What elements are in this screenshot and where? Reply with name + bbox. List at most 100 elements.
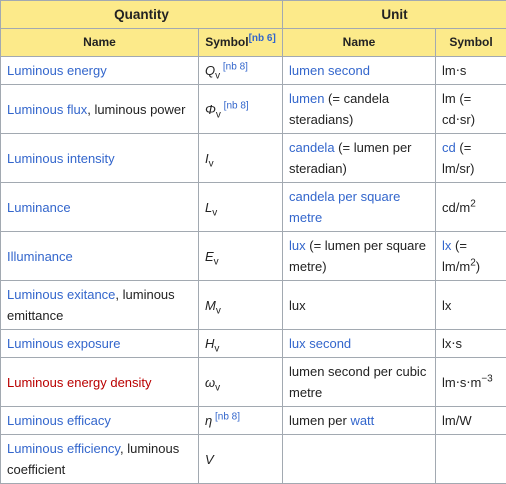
cell-text: ω bbox=[205, 375, 215, 390]
cell-text: lm (= cd⋅sr) bbox=[442, 91, 475, 127]
table-cell: Luminous energy bbox=[1, 57, 199, 85]
link-text[interactable]: Luminous energy bbox=[7, 63, 107, 78]
table-cell: Mv bbox=[199, 281, 283, 330]
table-cell: Hv bbox=[199, 330, 283, 358]
cell-text: −3 bbox=[481, 373, 492, 384]
cell-text: H bbox=[205, 336, 214, 351]
cell-text: lumen per bbox=[289, 413, 350, 428]
cell-text: v bbox=[216, 305, 221, 316]
cell-text: lm⋅s⋅m bbox=[442, 375, 481, 390]
link-text[interactable]: [nb 8] bbox=[212, 412, 240, 423]
link-text[interactable]: lux second bbox=[289, 336, 351, 351]
cell-text: cd/m bbox=[442, 200, 470, 215]
cell-text: Symbol bbox=[205, 35, 248, 49]
link-text[interactable]: watt bbox=[350, 413, 374, 428]
table-cell: cd (= lm/sr) bbox=[436, 134, 506, 183]
table-cell: Illuminance bbox=[1, 232, 199, 281]
cell-text: V bbox=[205, 452, 214, 467]
link-text[interactable]: Luminous exitance bbox=[7, 287, 115, 302]
table-cell: lumen second bbox=[283, 57, 436, 85]
link-text[interactable]: [nb 8] bbox=[220, 62, 248, 73]
cell-text: v bbox=[215, 382, 220, 393]
cell-text: v bbox=[214, 256, 219, 267]
cell-text: E bbox=[205, 249, 214, 264]
link-text[interactable]: Luminous exposure bbox=[7, 336, 120, 351]
link-text[interactable]: [nb 6] bbox=[249, 33, 276, 44]
table-cell: Lv bbox=[199, 183, 283, 232]
cell-text: Symbol bbox=[449, 35, 492, 49]
link-text[interactable]: Luminous intensity bbox=[7, 151, 115, 166]
cell-text: v bbox=[212, 207, 217, 218]
table-row: Illuminance Ev lux (= lumen per square met… bbox=[1, 232, 506, 281]
table-cell: lx⋅s bbox=[436, 330, 506, 358]
table-cell bbox=[436, 435, 506, 484]
table-cell: lx bbox=[436, 281, 506, 330]
cell-text: lx⋅s bbox=[442, 336, 462, 351]
link-text[interactable]: candela bbox=[289, 140, 335, 155]
link-text[interactable]: Luminous efficacy bbox=[7, 413, 111, 428]
cell-text: Φ bbox=[205, 102, 216, 117]
table-cell: Qv [nb 8] bbox=[199, 57, 283, 85]
table-cell: lx (= lm/m2) bbox=[436, 232, 506, 281]
header-row: Quantity Unit bbox=[1, 1, 506, 29]
link-text[interactable]: Illuminance bbox=[7, 249, 73, 264]
cell-text: 2 bbox=[470, 198, 476, 209]
cell-text: lx bbox=[442, 298, 451, 313]
table-cell: ωv bbox=[199, 358, 283, 407]
table-cell: Iv bbox=[199, 134, 283, 183]
table-cell: lumen second per cubic metre bbox=[283, 358, 436, 407]
table-cell: lm⋅s⋅m−3 bbox=[436, 358, 506, 407]
table-cell: Luminous energy density bbox=[1, 358, 199, 407]
link-text[interactable]: lx bbox=[442, 238, 451, 253]
table-cell: lux (= lumen per square metre) bbox=[283, 232, 436, 281]
link-text[interactable]: cd bbox=[442, 140, 456, 155]
cell-text: lm/W bbox=[442, 413, 472, 428]
link-text: Luminous energy density bbox=[7, 375, 152, 390]
table-cell: cd/m2 bbox=[436, 183, 506, 232]
cell-text: Q bbox=[205, 63, 215, 78]
subheader-cell: Symbol bbox=[436, 29, 506, 57]
cell-text: (= lumen per square metre) bbox=[289, 238, 426, 274]
link-text[interactable]: Luminous flux bbox=[7, 102, 87, 117]
cell-text: lm⋅s bbox=[442, 63, 466, 78]
subheader-cell: Symbol[nb 6] bbox=[199, 29, 283, 57]
link-text[interactable]: Luminous efficiency bbox=[7, 441, 120, 456]
cell-text: Name bbox=[83, 35, 116, 49]
link-text[interactable]: Luminance bbox=[7, 200, 71, 215]
table-cell: Φv [nb 8] bbox=[199, 85, 283, 134]
table-cell: Luminous flux, luminous power bbox=[1, 85, 199, 134]
header-cell: Unit bbox=[283, 1, 506, 29]
subheader-cell: Name bbox=[283, 29, 436, 57]
table-cell: lm (= cd⋅sr) bbox=[436, 85, 506, 134]
table-cell: Luminous intensity bbox=[1, 134, 199, 183]
link-text[interactable]: lumen second bbox=[289, 63, 370, 78]
cell-text: M bbox=[205, 298, 216, 313]
table-cell: lm⋅s bbox=[436, 57, 506, 85]
table-cell: candela per square metre bbox=[283, 183, 436, 232]
cell-text: lux bbox=[289, 298, 306, 313]
link-text[interactable]: lux bbox=[289, 238, 306, 253]
table-cell bbox=[283, 435, 436, 484]
subheader-cell: Name bbox=[1, 29, 199, 57]
link-text[interactable]: [nb 8] bbox=[221, 100, 249, 111]
link-text[interactable]: lumen bbox=[289, 91, 324, 106]
table-cell: candela (= lumen per steradian) bbox=[283, 134, 436, 183]
table-cell: lumen (= candela steradians) bbox=[283, 85, 436, 134]
cell-text: v bbox=[209, 158, 214, 169]
cell-text: Name bbox=[343, 35, 376, 49]
table-body: Luminous energy Qv [nb 8] lumen second lm⋅s… bbox=[1, 57, 506, 484]
table-cell: Luminous efficiency, luminous coefficien… bbox=[1, 435, 199, 484]
table-cell: lumen per watt bbox=[283, 407, 436, 435]
header-cell: Quantity bbox=[1, 1, 283, 29]
table-cell: lux bbox=[283, 281, 436, 330]
link-text[interactable]: candela per square metre bbox=[289, 189, 400, 225]
